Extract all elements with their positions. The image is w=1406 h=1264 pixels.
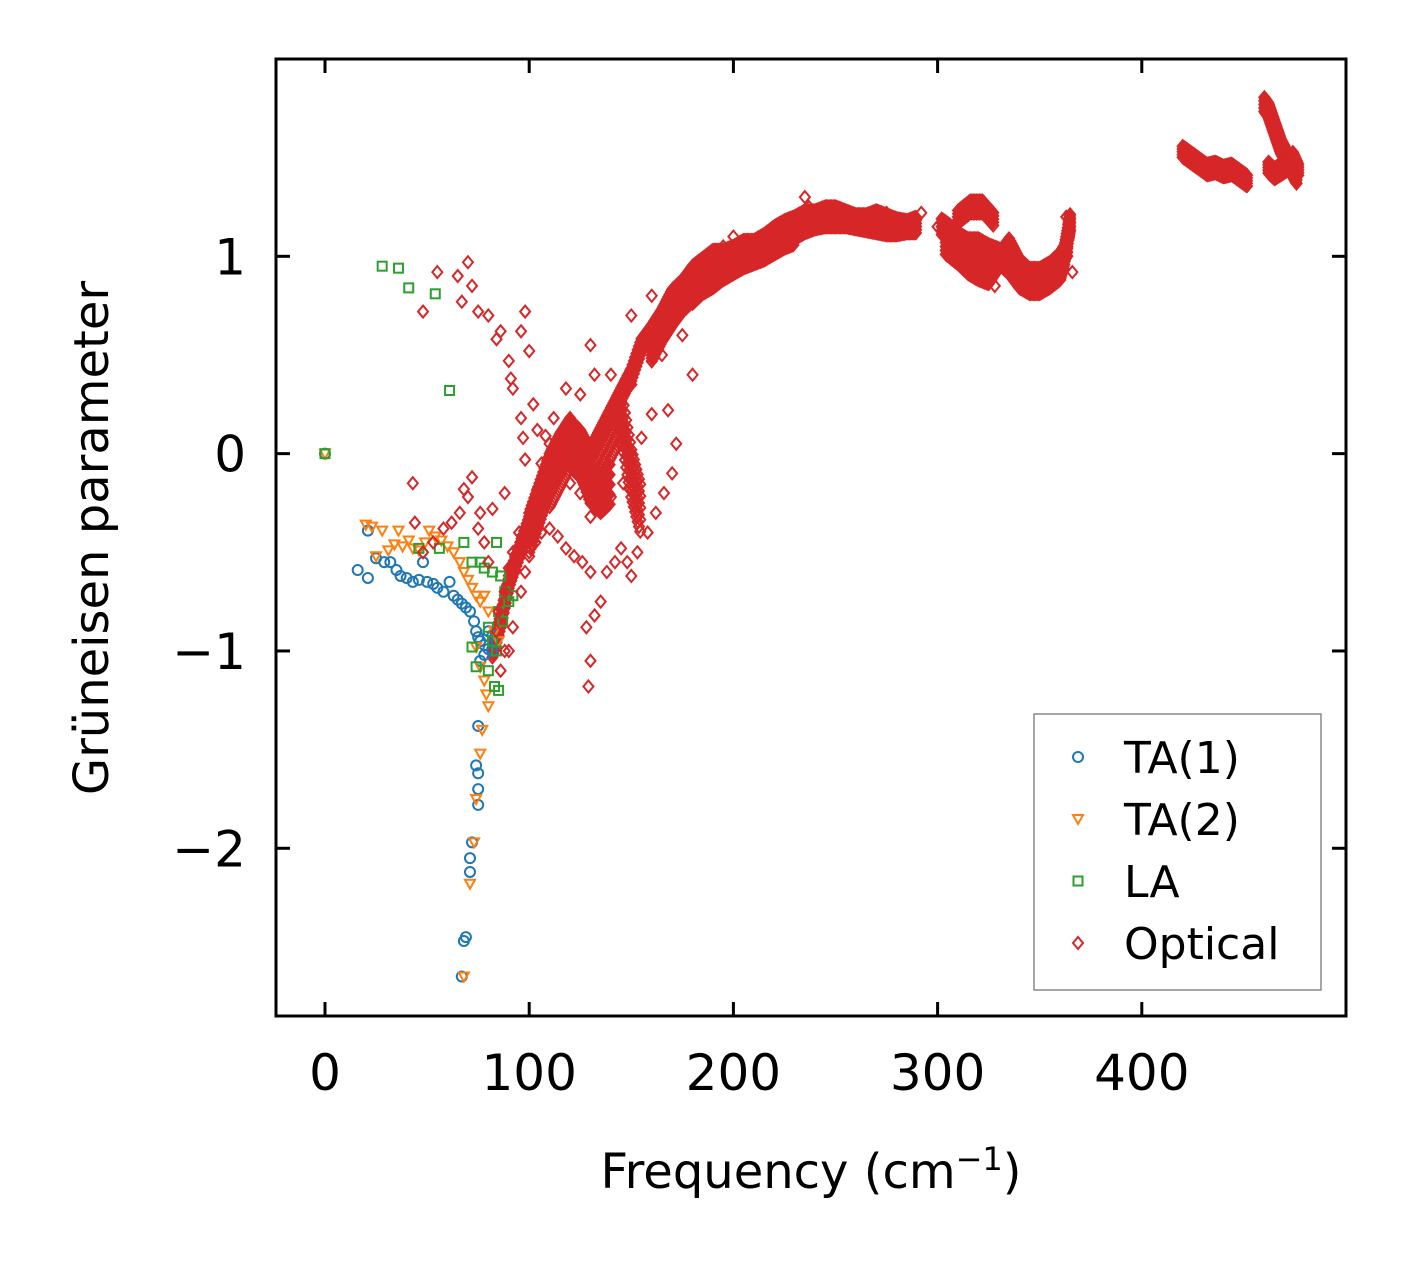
optical-band-point bbox=[623, 434, 637, 450]
optical-band-point bbox=[622, 427, 636, 443]
optical-band-4 bbox=[686, 221, 800, 312]
optical-band-point bbox=[1060, 232, 1074, 248]
optical-band-point bbox=[603, 457, 616, 473]
plot-area bbox=[318, 89, 1305, 984]
optical-band-point bbox=[632, 471, 646, 487]
optical-band-point bbox=[633, 500, 647, 516]
optical-band-point bbox=[633, 524, 647, 540]
optical-band-point bbox=[909, 212, 923, 228]
optical-band-6 bbox=[939, 230, 1074, 292]
optical-band-point bbox=[633, 512, 647, 528]
optical-band-point bbox=[621, 419, 634, 436]
optical-band-point bbox=[603, 476, 616, 493]
optical-band-point bbox=[633, 488, 647, 504]
optical-band-point bbox=[619, 412, 633, 428]
optical-band-point bbox=[603, 496, 616, 512]
optical-band-point bbox=[633, 476, 647, 492]
